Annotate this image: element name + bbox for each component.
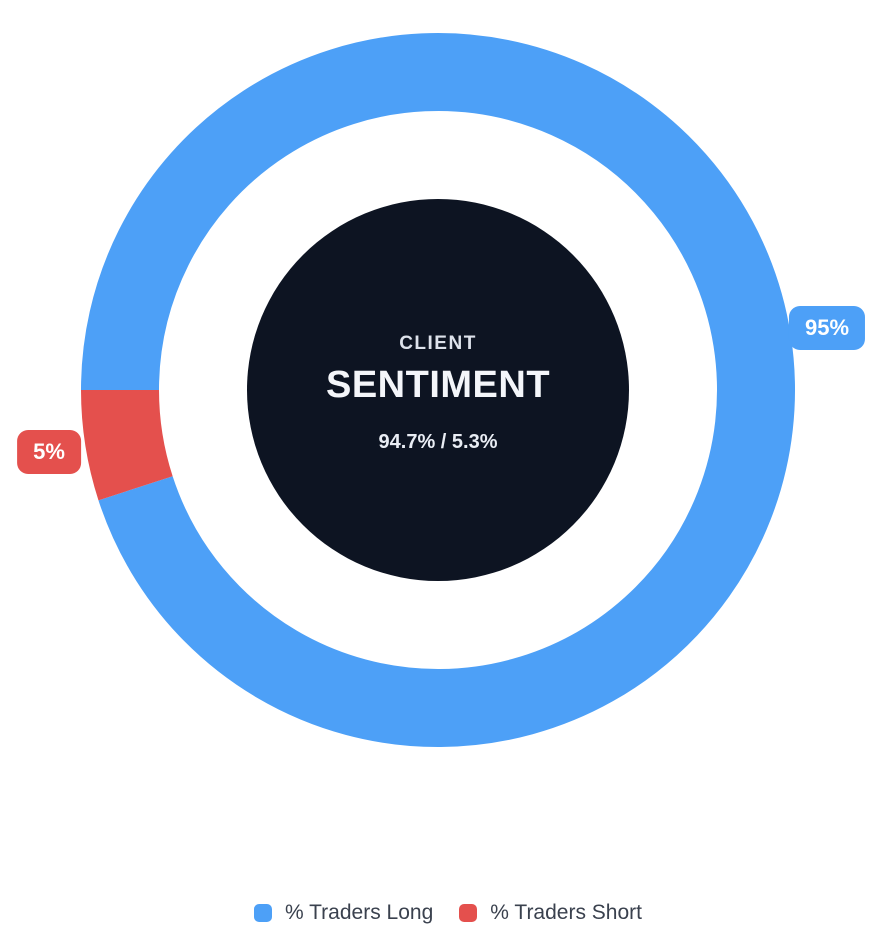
legend-swatch-long: [254, 904, 272, 922]
legend-item-traders-long[interactable]: % Traders Long: [254, 901, 433, 925]
segment-traders-long[interactable]: [81, 33, 795, 748]
long-percent-value: 95%: [804, 315, 850, 340]
legend: % Traders Long % Traders Short: [0, 896, 896, 930]
center-disc: CLIENT SENTIMENT 94.7% / 5.3%: [247, 199, 629, 581]
legend-label-traders-long: % Traders Long: [285, 901, 434, 924]
legend-swatch-short: [459, 904, 478, 922]
short-percent-badge: 5%: [17, 430, 81, 474]
short-percent-value: 5%: [33, 439, 65, 464]
long-short-ratio-value: 94.7% / 5.3%: [378, 430, 498, 453]
donut-chart: [81, 33, 795, 748]
sentiment-title: SENTIMENT: [325, 363, 551, 406]
legend-item-traders-short[interactable]: % Traders Short: [459, 901, 642, 925]
legend-label-traders-short: % Traders Short: [490, 901, 642, 924]
long-percent-badge: 95%: [788, 306, 866, 350]
segment-traders-short[interactable]: [81, 389, 173, 501]
center-eyebrow-label: CLIENT: [399, 332, 477, 354]
